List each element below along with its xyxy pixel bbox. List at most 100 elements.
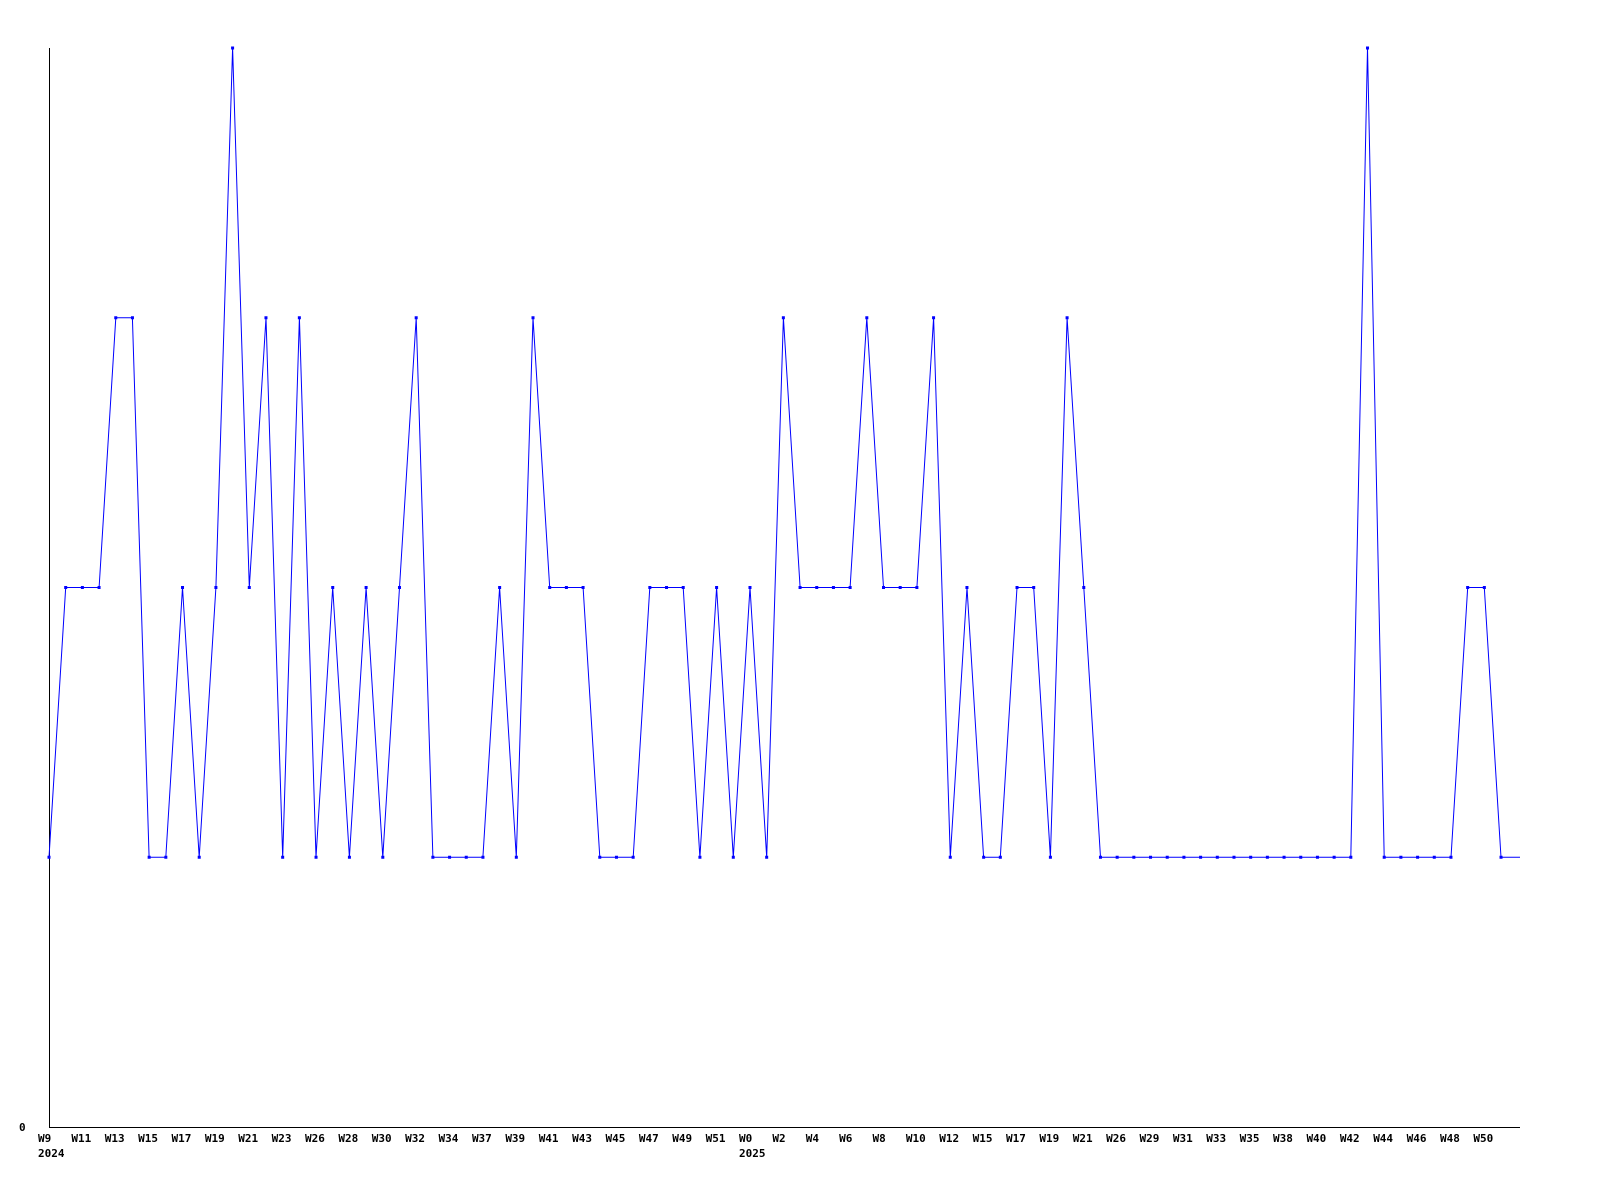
data-point: [214, 586, 218, 589]
data-point: [982, 855, 986, 859]
data-point: [147, 855, 151, 859]
data-point: [481, 855, 485, 859]
x-tick-label: W6: [839, 1132, 853, 1145]
data-point: [531, 316, 535, 320]
data-point: [598, 855, 602, 859]
year-label: 2025: [739, 1147, 766, 1160]
data-point: [1199, 855, 1203, 859]
data-point: [665, 586, 669, 589]
x-tick-label: W41: [539, 1132, 559, 1145]
x-tick-label: W12: [939, 1132, 959, 1145]
x-tick-label: W19: [1039, 1132, 1059, 1145]
data-point: [998, 855, 1002, 859]
data-point: [1065, 316, 1069, 320]
data-point: [715, 586, 719, 589]
x-tick-label: W33: [1206, 1132, 1226, 1145]
x-tick-label: W2: [772, 1132, 785, 1145]
x-tick-label: W19: [205, 1132, 225, 1145]
x-tick-label: W21: [238, 1132, 258, 1145]
x-tick-label: W26: [305, 1132, 325, 1145]
data-point: [1015, 586, 1019, 589]
data-point: [1082, 586, 1086, 589]
data-point: [1299, 855, 1303, 859]
data-point: [130, 316, 134, 320]
data-point: [1282, 855, 1286, 859]
data-point: [231, 46, 235, 50]
data-point: [1215, 855, 1219, 859]
data-point: [97, 586, 101, 589]
data-point: [47, 855, 51, 859]
data-point: [882, 586, 885, 589]
data-point: [1098, 855, 1102, 859]
x-tick-label: W8: [873, 1132, 886, 1145]
x-tick-label: W11: [71, 1132, 91, 1145]
x-tick-label: W21: [1073, 1132, 1093, 1145]
x-tick-label: W13: [105, 1132, 125, 1145]
data-point: [364, 586, 368, 589]
x-tick-label: W48: [1440, 1132, 1460, 1145]
data-point: [548, 586, 552, 589]
data-point: [431, 855, 435, 859]
x-tick-label: W9: [38, 1132, 51, 1145]
x-tick-label: W49: [672, 1132, 692, 1145]
data-point: [932, 316, 936, 320]
data-point: [798, 586, 802, 589]
x-tick-label: W51: [706, 1132, 726, 1145]
year-label: 2024: [38, 1147, 65, 1160]
data-point: [114, 316, 118, 320]
x-tick-label: W15: [973, 1132, 993, 1145]
data-point: [1048, 855, 1052, 859]
x-tick-label: W15: [138, 1132, 158, 1145]
x-tick-label: W17: [1006, 1132, 1026, 1145]
data-point: [681, 586, 685, 589]
x-tick-label: W26: [1106, 1132, 1126, 1145]
x-tick-label: W47: [639, 1132, 659, 1145]
data-point: [514, 855, 518, 859]
x-tick-label: W4: [806, 1132, 820, 1145]
data-point: [464, 855, 468, 859]
data-point: [631, 855, 635, 859]
x-tick-label: W45: [605, 1132, 625, 1145]
data-point: [1499, 855, 1503, 859]
x-tick-label: W39: [505, 1132, 525, 1145]
data-point: [1265, 855, 1269, 859]
data-point: [1249, 855, 1253, 859]
x-tick-label: W17: [172, 1132, 192, 1145]
data-point: [865, 316, 869, 320]
data-point: [1399, 855, 1403, 859]
data-point: [1366, 46, 1370, 50]
data-point: [1032, 586, 1036, 589]
data-point: [948, 855, 952, 859]
x-tick-label: W42: [1340, 1132, 1360, 1145]
x-tick-label: W37: [472, 1132, 492, 1145]
data-point: [765, 855, 769, 859]
data-point: [648, 586, 652, 589]
data-point: [781, 316, 785, 320]
data-point: [915, 586, 919, 589]
x-tick-label: W28: [338, 1132, 358, 1145]
x-tick-label: W0: [739, 1132, 752, 1145]
data-point: [264, 316, 268, 320]
data-point: [397, 586, 401, 589]
x-tick-label: W40: [1306, 1132, 1326, 1145]
data-point: [1432, 855, 1436, 859]
data-point: [347, 855, 351, 859]
data-point: [1382, 855, 1386, 859]
x-tick-label: W32: [405, 1132, 425, 1145]
data-point: [297, 316, 301, 320]
data-point: [1149, 855, 1153, 859]
data-point: [1315, 855, 1319, 859]
data-point: [281, 855, 285, 859]
x-tick-label: W30: [372, 1132, 392, 1145]
x-tick-label: W31: [1173, 1132, 1193, 1145]
data-point: [448, 855, 452, 859]
data-point: [1449, 855, 1453, 859]
data-point: [331, 586, 335, 589]
data-point: [898, 586, 902, 589]
data-point: [815, 586, 819, 589]
data-point: [1482, 586, 1486, 589]
data-point: [64, 586, 68, 589]
x-tick-label: W43: [572, 1132, 592, 1145]
x-tick-label: W46: [1407, 1132, 1427, 1145]
